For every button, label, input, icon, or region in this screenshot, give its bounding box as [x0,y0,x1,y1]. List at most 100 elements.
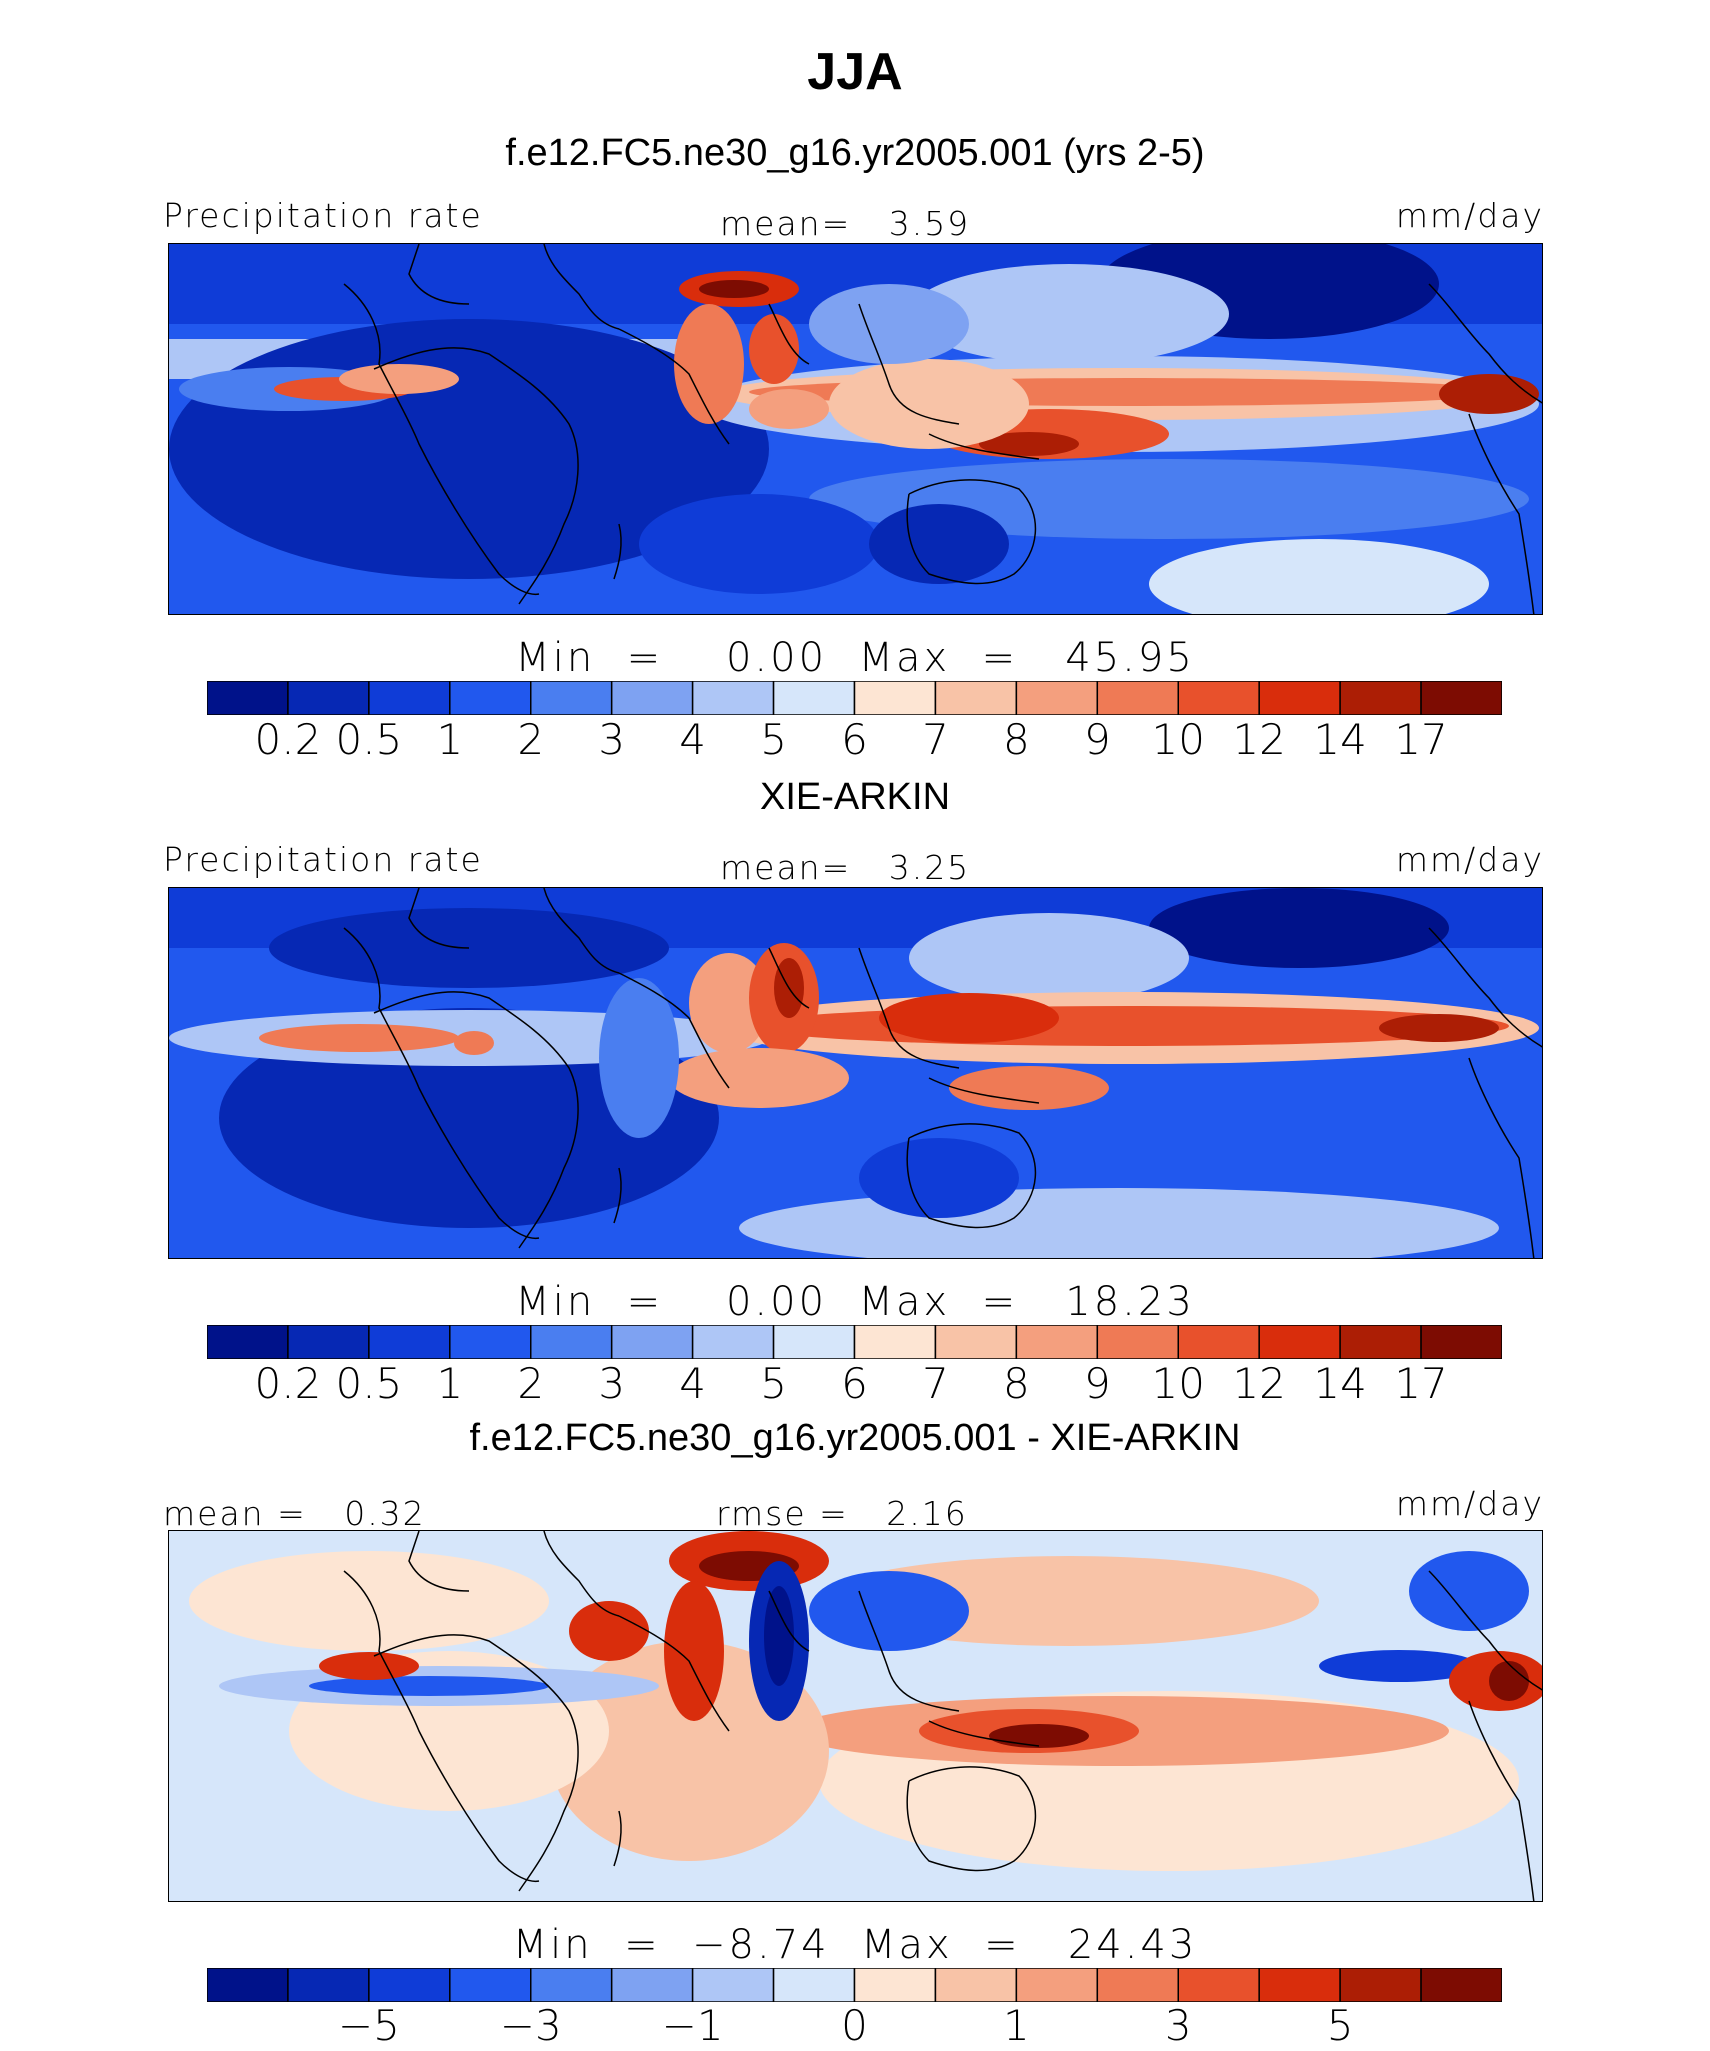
colorbar-box [368,1967,451,2003]
colorbar-tick-label: 10 [1151,715,1205,764]
coastlines [343,1531,1542,1901]
colorbar-tick-label: 1 [1003,2001,1030,2050]
colorbar-tick-label: 14 [1313,1359,1367,1408]
colorbar-tick-label: 1 [436,1359,464,1408]
colorbar-box [1420,1324,1503,1360]
colorbar-tick-label: 0.2 [254,715,322,764]
colorbar-tick-label: 4 [679,1359,706,1408]
colorbar-box [1177,680,1260,716]
colorbar-tick-label: 8 [1003,715,1030,764]
colorbar-box [206,680,289,716]
panel2-subtitle: XIE-ARKIN [759,776,951,818]
colorbar-box [449,1324,532,1360]
panel1-colorbar-svg [206,680,1503,716]
panel2-colorbar-svg [206,1324,1503,1360]
colorbar-tick-label: 6 [841,715,868,764]
colorbar-box [1339,1967,1422,2003]
colorbar-tick-label: 9 [1083,1359,1111,1408]
colorbar-box [530,680,613,716]
colorbar-box [691,1967,775,2003]
colorbar-tick-label: 0 [841,2001,868,2050]
colorbar-tick-label: 3 [598,1359,626,1408]
colorbar-box [530,1324,613,1360]
colorbar-tick-label: 0.5 [335,1359,403,1408]
colorbar-tick-label: 4 [679,715,706,764]
panel2-colorbar [206,1324,1503,1360]
panel1-mean-label: mean= 3.59 [720,204,971,243]
colorbar-tick-label: 5 [1326,2001,1354,2050]
colorbar-box [1015,1967,1099,2003]
colorbar-tick-label: 5 [760,715,787,764]
colorbar-box [853,1967,937,2003]
colorbar-tick-label: 17 [1394,715,1448,764]
colorbar-box [1258,1324,1341,1360]
colorbar-box [691,680,775,716]
colorbar-box [691,1324,775,1360]
panel3-minmax: Min = −8.74 Max = 24.43 [512,1922,1198,1968]
panel3-subtitle: f.e12.FC5.ne30_g16.yr2005.001 - XIE-ARKI… [469,1417,1241,1459]
precip-field [169,244,1542,614]
colorbar-tick-label: 7 [922,715,949,764]
colorbar-box [772,1324,856,1360]
colorbar-box [1015,680,1099,716]
colorbar-box [934,680,1018,716]
colorbar-tick-label: 5 [760,1359,787,1408]
colorbar-box [610,1324,694,1360]
colorbar-box [853,1324,937,1360]
panel2-units-label: mm/day [1395,840,1544,879]
colorbar-box [368,1324,451,1360]
panel2-left-label: Precipitation rate [163,840,483,879]
panel1-left-label: Precipitation rate [163,196,483,235]
panel1-units-label: mm/day [1395,196,1544,235]
panel1-colorbar-ticks: 0.2 0.5 1 2 3 4 5 6 7 8 9 10 12 14 17 [207,715,1502,765]
colorbar-tick-label: 8 [1003,1359,1030,1408]
panel3-rmse-label: rmse = 2.16 [716,1494,968,1533]
colorbar-box [449,680,532,716]
colorbar-tick-label: −5 [337,2001,400,2050]
colorbar-box [610,680,694,716]
colorbar-box [1096,1324,1179,1360]
colorbar-tick-label: −3 [499,2001,562,2050]
colorbar-box [1420,680,1503,716]
panel1-subtitle: f.e12.FC5.ne30_g16.yr2005.001 (yrs 2-5) [505,132,1205,174]
colorbar-box [1339,1324,1422,1360]
panel1-map [168,243,1543,615]
colorbar-tick-label: 10 [1151,1359,1205,1408]
panel3-units-label: mm/day [1395,1484,1544,1523]
colorbar-tick-label: 0.2 [254,1359,322,1408]
colorbar-box [1339,680,1422,716]
coastlines [343,888,1542,1258]
colorbar-box [530,1967,613,2003]
colorbar-box [1096,1967,1179,2003]
colorbar-box [1177,1324,1260,1360]
panel1-minmax: Min = 0.00 Max = 45.95 [515,635,1195,681]
colorbar-box [772,1967,856,2003]
colorbar-box [449,1967,532,2003]
colorbar-tick-label: 12 [1232,1359,1286,1408]
colorbar-tick-label: 0.5 [335,715,403,764]
panel2-mean-label: mean= 3.25 [720,848,971,887]
colorbar-box [1420,1967,1503,2003]
colorbar-box [1177,1967,1260,2003]
colorbar-box [287,1324,370,1360]
panel3-colorbar-ticks: −5 −3 −1 0 1 3 5 [207,2001,1502,2051]
colorbar-box [1015,1324,1099,1360]
panel3-map [168,1530,1543,1902]
colorbar-box [1258,680,1341,716]
colorbar-box [772,680,856,716]
figure-title: JJA [807,43,903,101]
colorbar-box [1096,680,1179,716]
colorbar-box [934,1967,1018,2003]
coastlines [343,244,1542,614]
colorbar-box [1258,1967,1341,2003]
difference-field [189,1531,1542,1871]
panel2-colorbar-ticks: 0.2 0.5 1 2 3 4 5 6 7 8 9 10 12 14 17 [207,1359,1502,1409]
panel2-map [168,887,1543,1259]
colorbar-tick-label: 6 [841,1359,868,1408]
colorbar-box [287,680,370,716]
colorbar-tick-label: 1 [436,715,464,764]
colorbar-box [368,680,451,716]
colorbar-box [206,1967,289,2003]
colorbar-tick-label: 3 [598,715,626,764]
panel3-mean-label: mean = 0.32 [163,1494,426,1533]
